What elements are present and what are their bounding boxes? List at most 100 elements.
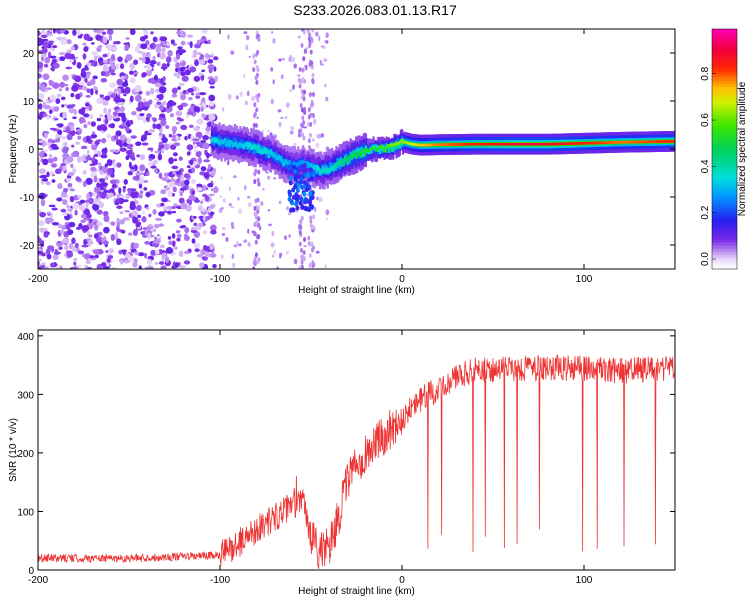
noise-blob xyxy=(160,119,167,127)
colorbar-swatch xyxy=(712,218,737,222)
noise-blob xyxy=(67,172,75,177)
noise-blob xyxy=(39,84,46,92)
noise-blob xyxy=(207,183,214,188)
noise-blob xyxy=(102,53,108,58)
noise-blob xyxy=(71,144,75,148)
ridge-segment xyxy=(360,153,363,158)
noise-blob xyxy=(141,71,147,78)
noise-blob xyxy=(51,66,55,72)
noise-blob xyxy=(193,126,200,132)
ridge-segment xyxy=(228,143,231,148)
noise-blob xyxy=(166,42,171,46)
noise-blob xyxy=(189,41,193,49)
noise-blob xyxy=(165,56,172,64)
colorbar-swatch xyxy=(712,116,737,120)
noise-blob xyxy=(129,203,137,211)
noise-blob xyxy=(302,96,306,102)
noise-blob xyxy=(94,140,100,145)
noise-blob xyxy=(171,233,176,239)
noise-blob xyxy=(158,223,164,227)
noise-blob xyxy=(257,234,261,240)
noise-blob xyxy=(297,74,301,77)
noise-blob xyxy=(149,44,153,48)
noise-blob xyxy=(94,254,99,259)
noise-blob xyxy=(299,103,303,109)
y-tick-label: 0 xyxy=(28,145,34,156)
noise-blob xyxy=(93,186,101,193)
noise-blob xyxy=(56,197,63,202)
ridge-segment xyxy=(292,169,297,175)
noise-blob xyxy=(257,181,261,187)
noise-blob xyxy=(92,249,100,255)
noise-blob xyxy=(76,264,83,268)
noise-blob xyxy=(38,103,43,110)
noise-blob xyxy=(180,124,188,131)
y-tick-label: 300 xyxy=(17,390,34,401)
noise-blob xyxy=(192,161,198,166)
ridge-segment xyxy=(288,159,291,165)
noise-blob xyxy=(307,235,311,241)
y-tick-label: 100 xyxy=(17,507,34,518)
colorbar-swatch xyxy=(712,140,737,144)
noise-blob xyxy=(300,42,304,48)
noise-blob xyxy=(316,196,319,201)
noise-blob xyxy=(152,55,156,61)
noise-blob xyxy=(243,185,247,191)
noise-blob xyxy=(177,46,183,50)
noise-blob xyxy=(40,241,45,248)
noise-blob xyxy=(56,36,63,41)
noise-blob xyxy=(48,109,53,115)
ridge-segment xyxy=(314,164,317,169)
noise-blob xyxy=(253,111,257,117)
noise-blob xyxy=(123,179,128,185)
noise-blob xyxy=(193,199,201,203)
noise-blob xyxy=(208,94,216,102)
noise-blob xyxy=(247,202,252,208)
noise-blob xyxy=(46,211,51,215)
noise-blob xyxy=(42,158,49,166)
noise-blob xyxy=(254,198,258,204)
colorbar-swatch xyxy=(712,59,737,63)
noise-blob xyxy=(108,248,115,254)
colorbar-swatch xyxy=(712,191,737,195)
noise-blob xyxy=(228,202,232,207)
noise-blob xyxy=(70,163,74,168)
noise-blob xyxy=(38,168,46,174)
noise-blob xyxy=(160,189,167,195)
x-axis-label: Height of straight line (km) xyxy=(298,285,415,296)
noise-blob xyxy=(133,59,139,65)
ridge-segment xyxy=(256,148,259,154)
ridge-segment xyxy=(255,145,258,150)
noise-blob xyxy=(89,78,96,86)
noise-blob xyxy=(64,83,69,87)
noise-blob xyxy=(207,206,212,214)
noise-blob xyxy=(38,139,45,144)
noise-blob xyxy=(81,67,86,75)
noise-blob xyxy=(149,87,155,95)
noise-blob xyxy=(293,258,298,265)
colorbar-swatch xyxy=(712,194,737,198)
ridge-segment xyxy=(300,204,305,210)
noise-blob xyxy=(256,258,260,264)
ridge-segment xyxy=(237,144,240,149)
noise-blob xyxy=(171,192,176,197)
noise-blob xyxy=(96,55,101,59)
noise-blob xyxy=(209,243,215,251)
noise-blob xyxy=(255,72,259,78)
noise-blob xyxy=(179,66,186,72)
noise-blob xyxy=(254,168,258,174)
noise-blob xyxy=(41,265,45,269)
noise-blob xyxy=(52,254,59,261)
noise-blob xyxy=(39,227,46,233)
ridge-segment xyxy=(321,169,324,174)
noise-blob xyxy=(160,148,165,154)
noise-blob xyxy=(276,266,279,269)
ridge-segment xyxy=(249,143,252,148)
noise-blob xyxy=(302,120,306,126)
noise-blob xyxy=(152,159,159,164)
noise-blob xyxy=(142,227,148,231)
noise-blob xyxy=(214,75,218,83)
colorbar-swatch xyxy=(712,152,737,156)
noise-blob xyxy=(202,134,210,141)
noise-blob xyxy=(172,130,176,135)
